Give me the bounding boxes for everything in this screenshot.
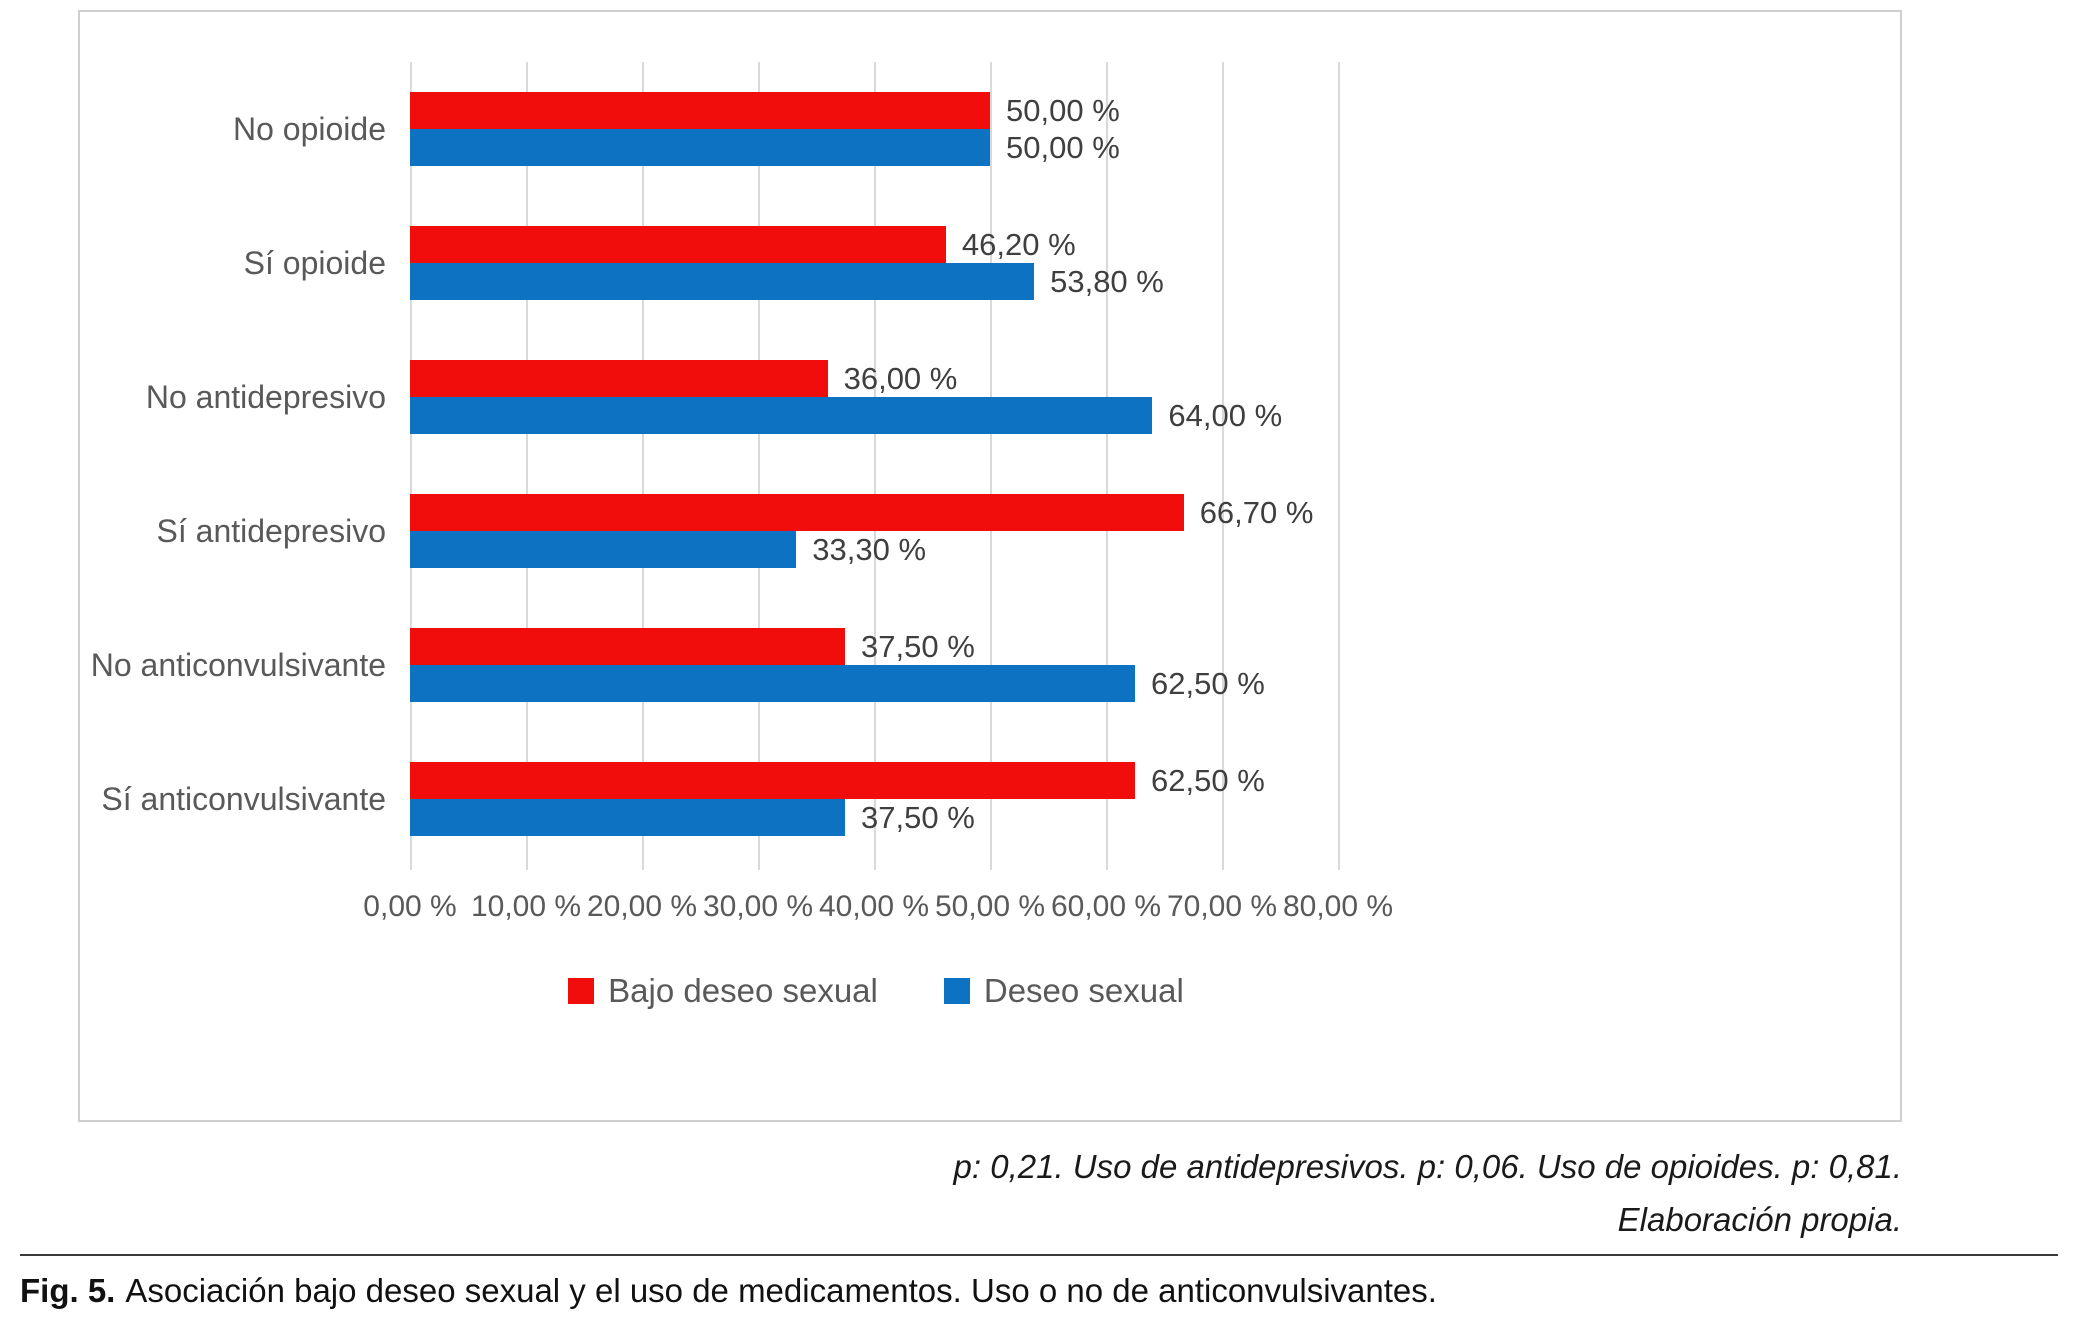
category-group: No antidepresivo 36,00 % 64,00 % bbox=[80, 330, 1900, 464]
gridline bbox=[1106, 62, 1108, 870]
gridline bbox=[1338, 62, 1340, 870]
category-group: No anticonvulsivante 37,50 % 62,50 % bbox=[80, 598, 1900, 732]
value-label: 66,70 % bbox=[1199, 494, 1314, 530]
gridline bbox=[410, 62, 412, 870]
bar-row: 62,50 % bbox=[410, 665, 1265, 702]
bar-bajo-deseo-sexual bbox=[410, 494, 1184, 531]
gridline bbox=[758, 62, 760, 870]
bar-deseo-sexual bbox=[410, 129, 990, 166]
figure-label: Fig. 5. bbox=[20, 1272, 116, 1309]
x-axis: 0,00 % 10,00 % 20,00 % 30,00 % 40,00 % 50,00 … bbox=[363, 890, 1393, 932]
value-label: 64,00 % bbox=[1168, 397, 1283, 433]
value-label: 62,50 % bbox=[1151, 762, 1265, 798]
category-label: No anticonvulsivante bbox=[90, 646, 386, 683]
bar-groups: No opioide 50,00 % 50,00 % Sí opioide 46,20 … bbox=[80, 62, 1900, 866]
bar-row: 33,30 % bbox=[410, 531, 1313, 568]
value-label: 53,80 % bbox=[1050, 263, 1164, 299]
category-label: Sí antidepresivo bbox=[156, 512, 386, 549]
gridline bbox=[642, 62, 644, 870]
value-label: 50,00 % bbox=[1006, 129, 1120, 165]
x-tick-label: 80,00 % bbox=[1282, 890, 1394, 923]
bar-deseo-sexual bbox=[410, 263, 1035, 300]
bar-pair: 37,50 % 62,50 % bbox=[410, 628, 1265, 702]
notes: p: 0,21. Uso de antidepresivos. p: 0,06.… bbox=[954, 1140, 1902, 1247]
category-label: No antidepresivo bbox=[145, 378, 386, 415]
gridline bbox=[1222, 62, 1224, 870]
bar-deseo-sexual bbox=[410, 531, 797, 568]
category-group: No opioide 50,00 % 50,00 % bbox=[80, 62, 1900, 196]
gridlines bbox=[410, 62, 1342, 870]
bar-row: 50,00 % bbox=[410, 129, 1120, 166]
legend-swatch-icon bbox=[943, 978, 970, 1004]
bar-deseo-sexual bbox=[410, 397, 1153, 434]
bar-row: 50,00 % bbox=[410, 92, 1120, 129]
gridline bbox=[990, 62, 992, 870]
x-tick-label: 70,00 % bbox=[1166, 890, 1278, 923]
category-group: Sí anticonvulsivante 62,50 % 37,50 % bbox=[80, 732, 1900, 866]
note-line-1: p: 0,21. Uso de antidepresivos. p: 0,06.… bbox=[953, 1148, 1902, 1185]
value-label: 46,20 % bbox=[961, 226, 1076, 262]
bar-row: 37,50 % bbox=[410, 799, 1265, 836]
legend-item-bajo-deseo-sexual: Bajo deseo sexual bbox=[568, 972, 878, 1010]
bar-deseo-sexual bbox=[410, 799, 845, 836]
value-label: 36,00 % bbox=[843, 360, 958, 396]
bar-pair: 66,70 % 33,30 % bbox=[410, 494, 1313, 568]
caption-divider bbox=[20, 1254, 2058, 1256]
bar-deseo-sexual bbox=[410, 665, 1135, 702]
x-tick-label: 50,00 % bbox=[934, 890, 1046, 923]
bar-bajo-deseo-sexual bbox=[410, 762, 1135, 799]
bar-bajo-deseo-sexual bbox=[410, 226, 946, 263]
legend-label: Deseo sexual bbox=[983, 972, 1184, 1009]
legend-item-deseo-sexual: Deseo sexual bbox=[943, 972, 1184, 1010]
x-tick-label: 10,00 % bbox=[470, 890, 582, 923]
figure-caption: Fig. 5. Asociación bajo deseo sexual y el… bbox=[20, 1272, 1437, 1310]
bar-row: 64,00 % bbox=[410, 397, 1282, 434]
value-label: 50,00 % bbox=[1006, 92, 1120, 128]
bar-pair: 46,20 % 53,80 % bbox=[410, 226, 1164, 300]
x-tick-label: 20,00 % bbox=[586, 890, 698, 923]
category-group: Sí opioide 46,20 % 53,80 % bbox=[80, 196, 1900, 330]
legend-swatch-icon bbox=[568, 978, 595, 1004]
value-label: 33,30 % bbox=[812, 531, 927, 567]
bar-pair: 62,50 % 37,50 % bbox=[410, 762, 1265, 836]
x-tick-label: 60,00 % bbox=[1050, 890, 1162, 923]
gridline bbox=[874, 62, 876, 870]
x-tick-label: 30,00 % bbox=[702, 890, 814, 923]
gridline bbox=[526, 62, 528, 870]
value-label: 62,50 % bbox=[1151, 665, 1265, 701]
bar-row: 66,70 % bbox=[410, 494, 1313, 531]
value-label: 37,50 % bbox=[861, 799, 975, 835]
bar-row: 62,50 % bbox=[410, 762, 1265, 799]
chart-container: No opioide 50,00 % 50,00 % Sí opioide 46,20 … bbox=[78, 10, 1902, 1122]
category-label: Sí anticonvulsivante bbox=[101, 780, 386, 817]
note-line-2: Elaboración propia. bbox=[1617, 1201, 1902, 1239]
bar-pair: 36,00 % 64,00 % bbox=[410, 360, 1282, 434]
category-label: No opioide bbox=[233, 110, 386, 147]
bar-row: 37,50 % bbox=[410, 628, 1265, 665]
bar-bajo-deseo-sexual bbox=[410, 92, 990, 129]
x-tick-label: 0,00 % bbox=[363, 890, 457, 923]
caption-text: Asociación bajo deseo sexual y el uso de… bbox=[125, 1272, 1437, 1309]
category-label: Sí opioide bbox=[243, 244, 386, 281]
value-label: 37,50 % bbox=[861, 628, 975, 664]
bar-bajo-deseo-sexual bbox=[410, 628, 845, 665]
legend: Bajo deseo sexual Deseo sexual bbox=[410, 972, 1342, 1010]
bar-row: 53,80 % bbox=[410, 263, 1164, 300]
bar-row: 46,20 % bbox=[410, 226, 1164, 263]
category-group: Sí antidepresivo 66,70 % 33,30 % bbox=[80, 464, 1900, 598]
bar-bajo-deseo-sexual bbox=[410, 360, 828, 397]
bar-row: 36,00 % bbox=[410, 360, 1282, 397]
x-tick-label: 40,00 % bbox=[818, 890, 930, 923]
bar-pair: 50,00 % 50,00 % bbox=[410, 92, 1120, 166]
legend-label: Bajo deseo sexual bbox=[608, 972, 878, 1009]
